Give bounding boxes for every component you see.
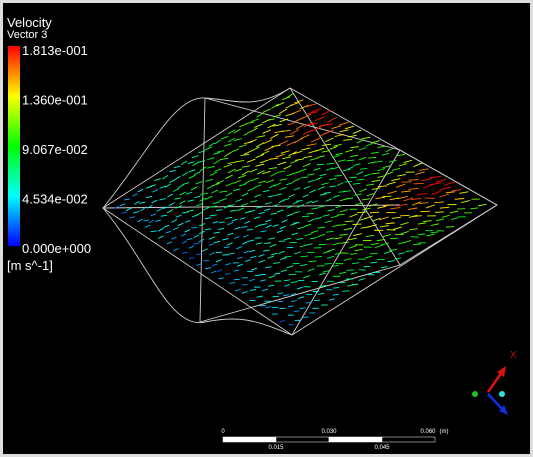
scale-bar [223,437,435,442]
velocity-vector [411,237,418,238]
velocity-vector [260,274,265,275]
velocity-vector [307,213,313,214]
velocity-vector [344,191,351,192]
legend-unit: [m s^-1] [7,258,53,273]
velocity-vector [335,176,342,177]
legend-label: 1.360e-001 [22,93,88,108]
velocity-vector [216,252,222,253]
scale-label: 0.045 [374,445,390,451]
scale-label: 0.030 [321,429,337,435]
velocity-vector [435,202,444,203]
scale-unit: (m) [440,429,449,435]
velocity-vector [358,212,366,213]
scale-label: 0.060 [420,429,436,435]
velocity-vector [409,180,418,181]
color-bar [8,46,20,246]
velocity-vector [340,235,347,236]
velocity-vector [370,212,379,213]
velocity-vector [260,305,265,306]
velocity-vector [333,288,339,289]
legend-subtitle: Vector 3 [7,29,47,41]
velocity-vector [300,308,305,309]
velocity-vector [297,201,303,202]
scale-label: 0.015 [268,445,284,451]
axis-label: X [510,350,517,361]
velocity-vector [247,229,252,230]
background [0,0,533,457]
velocity-vector [325,264,332,265]
legend-label: 1.813e-001 [22,43,88,58]
legend-label: 4.534e-002 [22,192,88,207]
legend-label: 9.067e-002 [22,142,88,157]
velocity-vector [303,317,308,318]
viewport: Velocity Vector 3 1.813e-001 1.360e-001 9.… [0,0,533,457]
legend-label: 0.000e+000 [22,241,91,256]
legend-title: Velocity [7,15,52,30]
velocity-vector [343,291,349,292]
